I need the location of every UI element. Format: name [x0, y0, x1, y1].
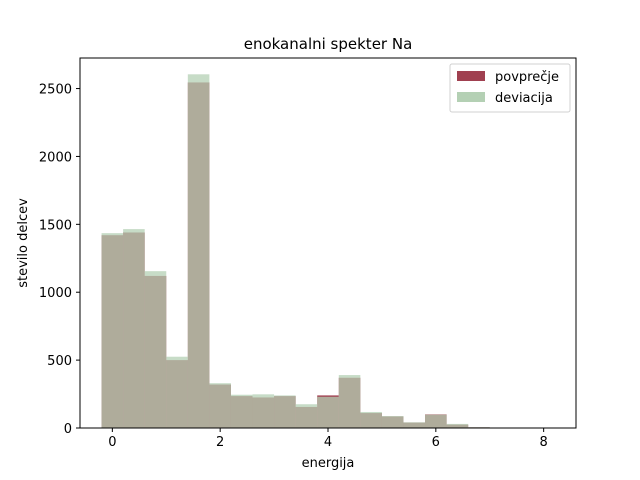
- y-tick-label-1: 500: [47, 354, 72, 369]
- x-axis-label: energija: [302, 456, 355, 471]
- x-tick-label-0: 0: [108, 435, 116, 450]
- y-axis-label: stevilo delcev: [16, 198, 31, 288]
- bar-1-5: [209, 383, 231, 428]
- chart-title: enokanalni spekter Na: [244, 35, 413, 53]
- y-tick-label-3: 1500: [39, 218, 72, 233]
- legend: povprečje deviacija: [449, 63, 571, 113]
- bar-1-14: [403, 422, 426, 428]
- bar-1-6: [230, 394, 253, 428]
- x-tick-label-2: 4: [324, 435, 332, 450]
- series-1: [101, 74, 555, 428]
- x-tick-label-1: 2: [216, 435, 224, 450]
- y-axis: 0 500 1000 1500 2000 2500: [39, 83, 80, 437]
- x-tick-label-3: 6: [432, 435, 440, 450]
- x-tick-label-4: 8: [540, 435, 548, 450]
- y-tick-label-4: 2000: [39, 150, 72, 165]
- y-tick-label-2: 1000: [39, 286, 72, 301]
- legend-swatch-povprecje: [457, 71, 485, 81]
- legend-swatch-deviacija: [457, 92, 485, 102]
- y-tick-label-0: 0: [64, 422, 72, 437]
- bar-1-15: [425, 414, 447, 428]
- bar-1-4: [187, 74, 210, 428]
- bar-1-1: [123, 229, 145, 428]
- bar-1-0: [101, 233, 124, 428]
- x-axis: 0 2 4 6 8: [108, 428, 548, 450]
- y-tick-label-5: 2500: [39, 83, 72, 98]
- bar-1-12: [360, 411, 382, 428]
- bars-group: [101, 74, 555, 428]
- bar-1-11: [338, 375, 361, 428]
- bar-1-13: [381, 416, 404, 428]
- bar-1-7: [252, 394, 275, 428]
- bar-1-10: [317, 396, 339, 428]
- legend-label-deviacija: deviacija: [495, 91, 553, 106]
- bar-1-8: [274, 395, 296, 428]
- bar-1-16: [446, 423, 469, 428]
- bar-1-3: [166, 356, 188, 428]
- bar-1-2: [144, 271, 167, 428]
- legend-label-povprecje: povprečje: [495, 70, 559, 85]
- bar-1-9: [295, 404, 318, 428]
